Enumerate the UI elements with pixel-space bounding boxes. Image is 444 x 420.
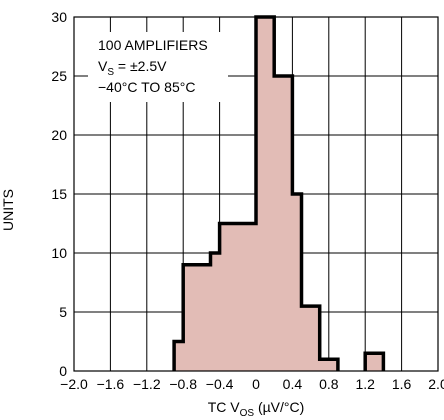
histogram-bar xyxy=(265,17,275,371)
annotation-block: 100 AMPLIFIERS VS = ±2.5V −40°C TO 85°C xyxy=(88,32,228,102)
histogram-bar xyxy=(310,306,321,371)
y-tick-label: 5 xyxy=(59,304,67,320)
x-tick-label: 2.0 xyxy=(428,376,444,392)
x-tick-label: −1.6 xyxy=(97,376,125,392)
y-tick-label: 0 xyxy=(59,363,67,379)
histogram-bar xyxy=(210,253,221,371)
histogram-bar xyxy=(192,264,202,371)
histogram-bar xyxy=(237,223,248,371)
x-tick-labels: −2.0 −1.6 −1.2 −0.8 −0.4 0 0.4 0.8 1.2 1.6 2.0 xyxy=(60,376,444,392)
x-tick-label: −0.4 xyxy=(206,376,234,392)
annotation-supply-value: = ±2.5V xyxy=(114,58,167,74)
y-tick-label: 30 xyxy=(51,9,67,25)
histogram-bar xyxy=(374,353,384,371)
histogram-bar xyxy=(246,223,257,371)
x-axis-title-main: TC V xyxy=(208,399,241,415)
x-tick-label: 0.8 xyxy=(319,376,339,392)
y-tick-label: 20 xyxy=(51,127,67,143)
x-axis-title: TC VOS (µV/°C) xyxy=(208,399,305,419)
x-tick-label: −0.8 xyxy=(169,376,197,392)
annotation-supply-v: V xyxy=(98,58,108,74)
histogram-bar xyxy=(301,306,312,371)
histogram-bar xyxy=(292,194,303,371)
histogram-bar xyxy=(174,341,184,371)
annotation-line-amplifiers: 100 AMPLIFIERS xyxy=(98,37,208,53)
annotation-background xyxy=(88,32,228,102)
histogram-bars xyxy=(174,17,384,371)
x-tick-label: −2.0 xyxy=(60,376,88,392)
histogram-bar xyxy=(283,76,293,371)
plot-frame xyxy=(73,16,439,372)
y-tick-label: 15 xyxy=(51,186,67,202)
x-tick-label: −1.2 xyxy=(133,376,161,392)
annotation-line-temperature: −40°C TO 85°C xyxy=(98,79,195,95)
annotation-line-supply: VS = ±2.5V xyxy=(98,58,167,78)
x-tick-label: 1.6 xyxy=(392,376,412,392)
histogram-bar xyxy=(328,359,339,371)
x-axis-title-tail: (µV/°C) xyxy=(254,399,304,415)
annotation-supply-sub: S xyxy=(107,67,114,78)
y-tick-label: 25 xyxy=(51,68,67,84)
x-tick-label: 0 xyxy=(252,376,260,392)
histogram-bar xyxy=(219,223,230,371)
x-axis-title-sub: OS xyxy=(240,408,255,419)
histogram-bar xyxy=(228,223,239,371)
histogram-bar xyxy=(183,264,193,371)
histogram-bar xyxy=(274,76,284,371)
histogram-bar xyxy=(201,264,212,371)
y-tick-labels: 0 5 10 15 20 25 30 xyxy=(51,9,67,379)
histogram-bar xyxy=(319,359,330,371)
x-tick-label: 0.4 xyxy=(283,376,303,392)
y-tick-label: 10 xyxy=(51,245,67,261)
histogram-bar xyxy=(256,17,266,371)
histogram-bar xyxy=(365,353,375,371)
y-axis-title: UNITS xyxy=(0,189,16,231)
x-tick-label: 1.2 xyxy=(355,376,375,392)
